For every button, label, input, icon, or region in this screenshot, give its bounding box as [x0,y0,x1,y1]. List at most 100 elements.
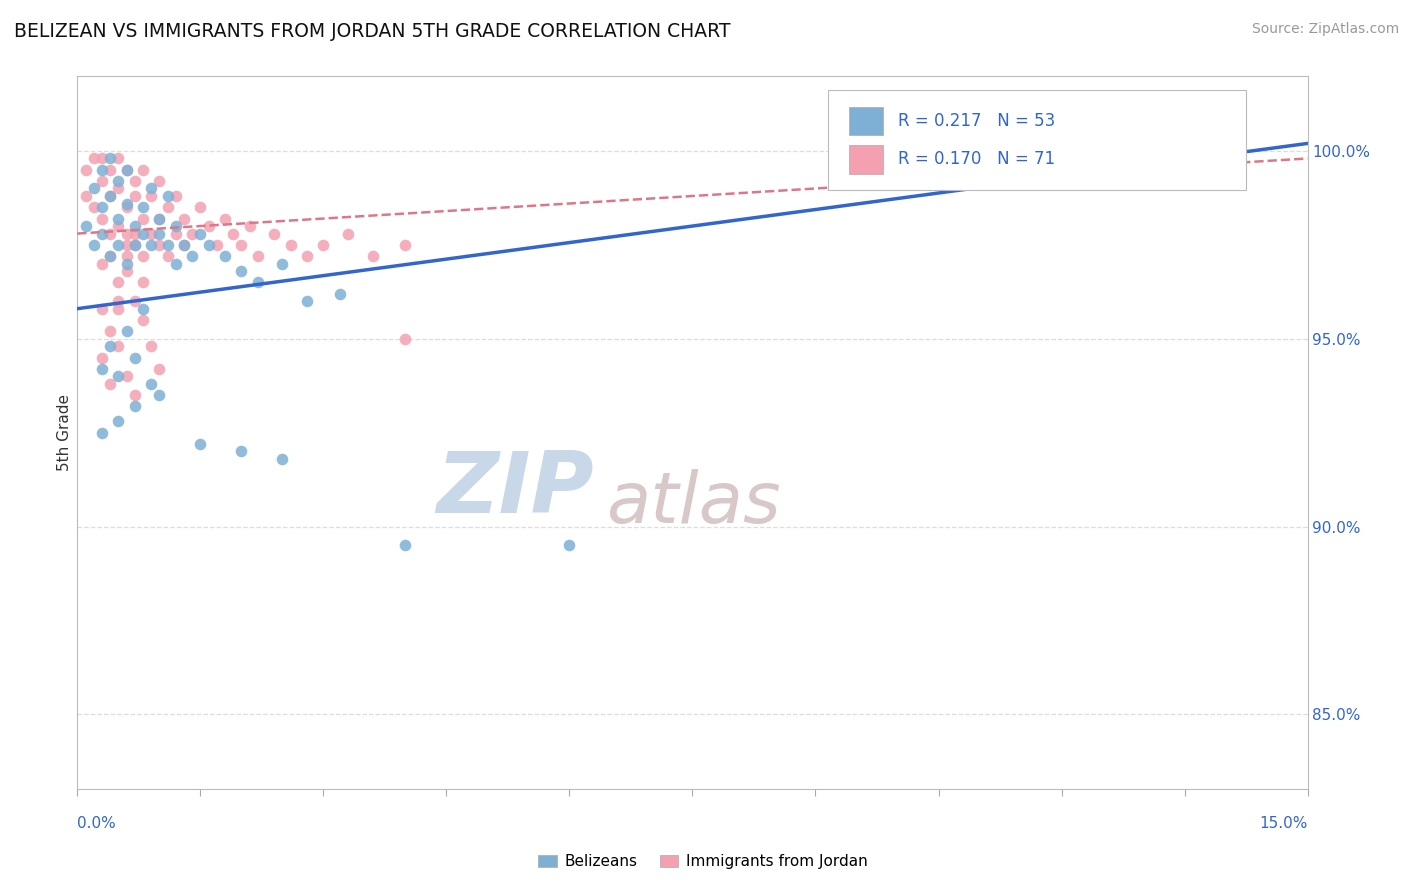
Point [124,237,146,252]
Point [115,237,138,252]
Point [115,162,138,177]
Point [98,324,121,338]
Text: BELIZEAN VS IMMIGRANTS FROM JORDAN 5TH GRADE CORRELATION CHART: BELIZEAN VS IMMIGRANTS FROM JORDAN 5TH G… [14,22,731,41]
Y-axis label: 5th Grade: 5th Grade [56,394,72,471]
Point [107,276,129,290]
Point [98,249,121,263]
Point [90,174,114,188]
Point [263,227,285,241]
Point [148,227,170,241]
Point [394,538,416,552]
Point [90,361,114,376]
Point [107,219,129,233]
Point [132,200,155,214]
Point [115,264,138,278]
Point [124,237,146,252]
Point [83,181,105,195]
Point [141,237,163,252]
Point [141,339,163,353]
Point [361,249,384,263]
Point [124,189,146,203]
Point [115,162,138,177]
Point [141,227,163,241]
Point [98,189,121,203]
Point [148,211,170,226]
Point [222,227,245,241]
Point [124,351,146,365]
Point [188,200,212,214]
Text: R = 0.170   N = 71: R = 0.170 N = 71 [898,151,1054,169]
Point [197,237,219,252]
Point [107,174,129,188]
Point [280,237,302,252]
Point [83,237,105,252]
Point [188,437,212,451]
Point [188,227,212,241]
Point [107,181,129,195]
Point [148,211,170,226]
Point [132,227,155,241]
Point [98,227,121,241]
Point [90,200,114,214]
Point [148,237,170,252]
Point [98,162,121,177]
Text: ZIP: ZIP [436,448,595,532]
Point [141,189,163,203]
Point [156,237,179,252]
Point [107,237,129,252]
Point [337,227,360,241]
Point [181,227,204,241]
Point [231,237,253,252]
Point [115,200,138,214]
Point [214,249,236,263]
Point [98,339,121,353]
Point [107,369,129,384]
Point [214,211,236,226]
Point [246,276,269,290]
Point [141,181,163,195]
Point [90,257,114,271]
Point [83,152,105,166]
Point [141,376,163,391]
Text: Source: ZipAtlas.com: Source: ZipAtlas.com [1251,22,1399,37]
Point [132,162,155,177]
Point [107,294,129,309]
Point [107,301,129,316]
Point [124,174,146,188]
Point [115,249,138,263]
Point [165,189,187,203]
Point [115,257,138,271]
Point [132,249,155,263]
Legend: Belizeans, Immigrants from Jordan: Belizeans, Immigrants from Jordan [531,848,875,875]
Point [312,237,335,252]
Point [295,294,318,309]
FancyBboxPatch shape [849,145,883,174]
Point [124,400,146,414]
FancyBboxPatch shape [849,106,883,135]
Text: 0.0%: 0.0% [77,816,117,831]
Point [83,200,105,214]
Point [173,211,195,226]
Point [239,219,262,233]
Point [115,227,138,241]
Point [90,227,114,241]
Point [90,425,114,440]
Point [90,162,114,177]
Point [132,301,155,316]
Point [148,174,170,188]
Point [394,332,416,346]
Point [75,219,97,233]
Point [124,219,146,233]
Point [132,276,155,290]
FancyBboxPatch shape [828,90,1246,190]
Point [558,538,581,552]
Point [98,249,121,263]
Point [173,237,195,252]
Point [98,376,121,391]
Point [271,451,294,466]
Point [124,388,146,402]
Point [148,388,170,402]
Point [231,444,253,458]
Point [90,351,114,365]
Point [173,237,195,252]
